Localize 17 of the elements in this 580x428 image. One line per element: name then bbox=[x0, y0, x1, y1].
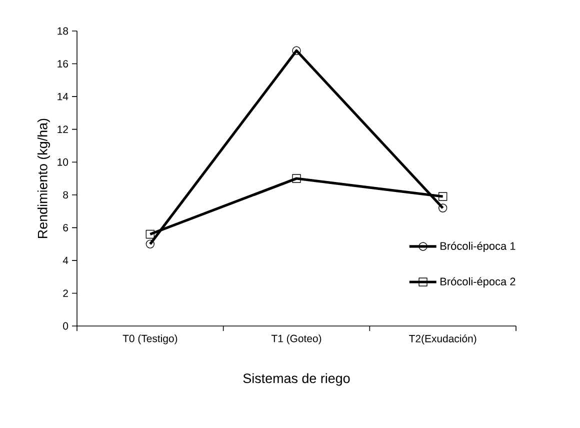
x-tick-label: T1 (Goteo) bbox=[271, 334, 322, 344]
y-tick-label: 16 bbox=[58, 60, 68, 68]
legend-label: Brócoli-época 2 bbox=[440, 277, 516, 288]
y-tick-label: 4 bbox=[62, 256, 68, 264]
y-tick-label: 18 bbox=[58, 27, 68, 35]
y-tick-label: 10 bbox=[58, 158, 68, 166]
x-tick-label: T2(Exudación) bbox=[409, 334, 476, 344]
y-tick-label: 14 bbox=[58, 92, 68, 100]
y-tick-label: 12 bbox=[58, 126, 68, 133]
y-tick-label: 8 bbox=[63, 191, 68, 199]
y-tick-label: 0 bbox=[63, 322, 68, 330]
x-tick-label: T0 (Testigo) bbox=[122, 334, 178, 344]
x-axis-title: Sistemas de riego bbox=[243, 373, 350, 386]
legend-label: Brócoli-época 1 bbox=[440, 242, 516, 252]
y-tick-label: 6 bbox=[63, 224, 68, 232]
y-axis-title: Rendimiento (kg/ha) bbox=[37, 118, 50, 238]
y-tick-label: 2 bbox=[63, 290, 68, 297]
